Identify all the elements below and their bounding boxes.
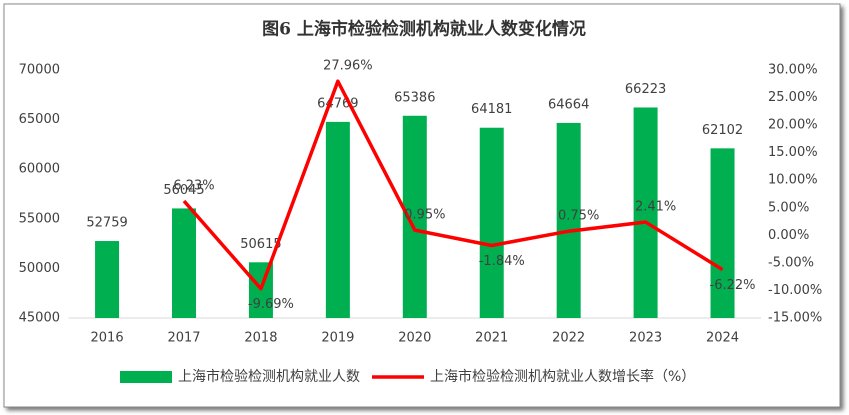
y-tick-label: 70000 xyxy=(19,63,60,78)
x-tick-label: 2024 xyxy=(706,331,739,346)
bar xyxy=(172,208,196,318)
bar-value-label: 65386 xyxy=(394,90,435,105)
bar xyxy=(710,148,735,318)
x-tick-label: 2023 xyxy=(629,331,662,346)
legend-label: 上海市检验检测机构就业人数增长率（%） xyxy=(430,368,695,385)
bar xyxy=(633,107,658,319)
x-tick-label: 2018 xyxy=(244,331,277,346)
bar-value-label: 64664 xyxy=(548,97,589,112)
line-value-label: 0.95% xyxy=(404,208,445,223)
y-tick-label: 60000 xyxy=(19,162,60,177)
y-tick-label: 45000 xyxy=(19,311,60,326)
bar xyxy=(479,127,504,318)
line-value-label: 2.41% xyxy=(635,200,676,215)
x-tick-label: 2021 xyxy=(475,331,508,346)
y2-tick-label: 30.00% xyxy=(768,63,818,78)
y2-tick-label: -5.00% xyxy=(768,255,814,270)
x-tick-label: 2017 xyxy=(167,331,200,346)
line-value-label: 0.75% xyxy=(558,209,599,224)
y-tick-label: 55000 xyxy=(19,211,60,226)
line-value-label: -9.69% xyxy=(248,297,294,312)
y-tick-label: 65000 xyxy=(19,112,60,127)
x-tick-label: 2016 xyxy=(91,331,124,346)
bar-value-label: 50615 xyxy=(240,237,281,252)
x-tick-label: 2019 xyxy=(321,331,354,346)
bar xyxy=(556,122,581,318)
y2-tick-label: 20.00% xyxy=(768,118,818,133)
y2-tick-label: 5.00% xyxy=(768,200,809,215)
y2-tick-label: 10.00% xyxy=(768,173,818,188)
bar xyxy=(325,121,350,319)
line xyxy=(182,79,724,291)
line-value-label: 27.96% xyxy=(323,59,373,74)
x-tick-label: 2022 xyxy=(552,331,585,346)
bar-value-label: 52759 xyxy=(86,216,127,231)
line-value-label: -1.84% xyxy=(479,254,525,269)
bar-value-label: 64181 xyxy=(471,102,512,117)
y2-tick-label: -10.00% xyxy=(768,283,822,298)
bar-value-label: 56045 xyxy=(163,183,204,198)
chart-title: 图6 上海市检验检测机构就业人数变化情况 xyxy=(262,19,586,40)
line-value-label: -6.22% xyxy=(710,278,756,293)
legend-label: 上海市检验检测机构就业人数 xyxy=(178,368,360,385)
bar-value-label: 66223 xyxy=(625,82,666,97)
x-tick-label: 2020 xyxy=(398,331,431,346)
y2-tick-label: -15.00% xyxy=(768,311,822,326)
bar xyxy=(95,241,120,318)
y2-tick-label: 25.00% xyxy=(768,90,818,105)
line-value-label: 6.23% xyxy=(173,178,214,193)
legend-swatch xyxy=(120,371,172,383)
y2-tick-label: 15.00% xyxy=(768,145,818,160)
bar-value-label: 62102 xyxy=(702,123,743,138)
y-tick-label: 50000 xyxy=(19,261,60,276)
y2-tick-label: 0.00% xyxy=(768,228,809,243)
